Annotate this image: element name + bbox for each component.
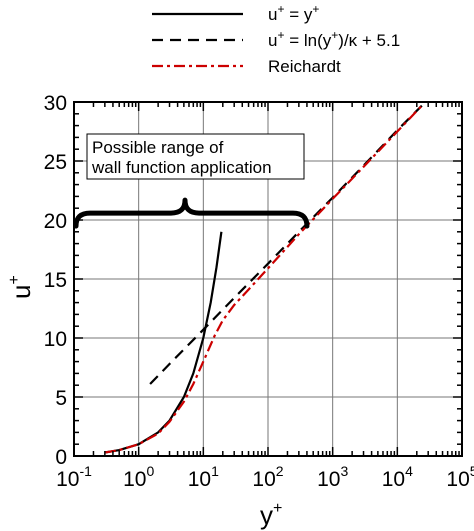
tick-marks	[73, 101, 462, 457]
legend-item-reichardt: Reichardt	[152, 57, 341, 76]
y-axis-title: u+	[6, 275, 36, 299]
x-tick-labels: 10-1 100 101 102 103 104 105	[56, 463, 474, 491]
legend: u+ = y+ u+ = ln(y+)/κ + 5.1 Reichardt	[152, 2, 400, 76]
plot-series	[104, 103, 424, 454]
y-tick-label-2: 10	[44, 328, 67, 351]
legend-item-linear: u+ = y+	[152, 2, 319, 24]
annotation-line-2: wall function application	[91, 158, 272, 177]
y-tick-labels: 0 5 10 15 20 25 30	[44, 92, 67, 469]
x-tick-label-1: 100	[123, 463, 154, 491]
x-tick-label-2: 101	[188, 463, 219, 491]
x-axis-title: y+	[260, 500, 282, 530]
legend-label-linear: u+ = y+	[268, 2, 319, 24]
y-tick-label-4: 20	[44, 210, 67, 233]
x-tick-label-5: 104	[382, 463, 413, 491]
y-tick-label-3: 15	[44, 269, 67, 292]
series-line-2	[104, 103, 424, 454]
y-tick-label-0: 0	[55, 446, 67, 469]
x-tick-label-4: 103	[317, 463, 348, 491]
y-tick-label-5: 25	[44, 151, 67, 174]
annotation-line-1: Possible range of	[92, 138, 224, 157]
x-tick-label-3: 102	[252, 463, 283, 491]
x-tick-label-0: 10-1	[56, 463, 92, 491]
y-tick-label-1: 5	[55, 387, 67, 410]
y-tick-label-6: 30	[44, 92, 67, 115]
curly-brace	[73, 197, 310, 229]
wall-function-range-annotation: Possible range of wall function applicat…	[73, 133, 310, 229]
annotation-box	[86, 133, 305, 180]
legend-item-log-law: u+ = ln(y+)/κ + 5.1	[152, 28, 400, 50]
x-tick-label-6: 105	[446, 463, 474, 491]
legend-label-reichardt: Reichardt	[268, 57, 341, 76]
legend-label-log-law: u+ = ln(y+)/κ + 5.1	[268, 28, 400, 50]
series-line-0	[104, 231, 223, 454]
